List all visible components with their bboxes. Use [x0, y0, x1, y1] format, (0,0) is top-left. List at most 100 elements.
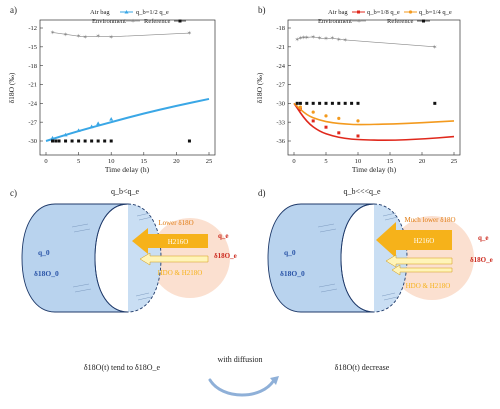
- environment-point: ✶: [295, 36, 300, 43]
- environment-point: ✶: [311, 34, 316, 41]
- air-bag-point: [311, 110, 315, 114]
- reference-point: [305, 101, 309, 105]
- environment-point: ✶: [76, 33, 81, 40]
- panel-d-air-bag-cylinder: [267, 203, 408, 313]
- environment-point: ✶: [330, 35, 335, 42]
- environment-point: ✶: [343, 37, 348, 44]
- y-tick-label: -21: [276, 44, 285, 51]
- diffusion-label: with diffusion: [218, 355, 263, 364]
- air-bag-point: [109, 117, 114, 121]
- panel-a-plot-frame: [39, 19, 216, 156]
- reference-point: [324, 101, 328, 105]
- reference-point: [433, 101, 437, 105]
- panel-a-y-ticks: -12 -15 -18 -21 -24 -27 -30: [28, 25, 43, 145]
- panel-b-legend-ref-marker: [422, 19, 425, 23]
- panel-c-hdo-arrow: [139, 252, 209, 266]
- environment-point: ✶: [96, 33, 101, 40]
- y-tick-label: -18: [28, 63, 37, 70]
- reference-point: [103, 139, 107, 143]
- reference-point: [343, 101, 347, 105]
- air-bag-point: [311, 119, 315, 123]
- panel-d-hdo-arrow-2: [391, 264, 453, 276]
- environment-point: ✶: [63, 31, 68, 38]
- panel-a-legend-qb: q_b=1/2 q_e: [136, 9, 169, 16]
- panel-a-legend-blue-marker: [124, 10, 129, 14]
- panel-a-legend-env-marker: ✶: [130, 18, 135, 25]
- environment-point: ✶: [83, 34, 88, 41]
- y-tick-label: -24: [276, 63, 285, 70]
- air-bag-point: [324, 114, 328, 118]
- environment-point: ✶: [187, 30, 192, 37]
- panel-b-legend-env-marker: ✶: [356, 18, 361, 25]
- x-tick-label: 0: [292, 158, 295, 165]
- reference-point: [356, 101, 360, 105]
- panel-b-legend-title: Air bag: [328, 9, 348, 16]
- panel-c-h2o-label: H216O: [168, 238, 189, 246]
- panel-a-legend-ref-marker: [178, 19, 182, 23]
- panel-b-legend-q2: q_b=1/4 q_e: [419, 9, 452, 16]
- panel-d-caption: δ18O(t) decrease: [335, 363, 390, 372]
- environment-point: ✶: [301, 34, 306, 41]
- panel-d-h2o-arrow: [376, 222, 452, 258]
- panel-c-de-label: δ18O_e: [214, 252, 237, 260]
- environment-point: ✶: [304, 34, 309, 41]
- air-bag-point: [96, 121, 101, 126]
- x-tick-label: 5: [77, 158, 80, 165]
- reference-point: [54, 139, 58, 143]
- reference-point: [311, 101, 315, 105]
- panel-a-legend-ref: Reference: [144, 18, 170, 25]
- reference-point: [350, 101, 354, 105]
- x-tick-label: 10: [108, 158, 115, 165]
- panel-a-chart: a) -12-15-18-21-24-27-30 0 5 10 15 20 25 ✶ ✶ ✶ ✶…: [7, 5, 216, 174]
- panel-c-qe-label: q_e: [218, 232, 229, 240]
- x-tick-label: 25: [451, 158, 458, 165]
- air-bag-point: [356, 119, 360, 123]
- panel-d-h2o-label: H216O: [414, 237, 435, 245]
- environment-point: ✶: [336, 36, 341, 43]
- y-tick-label: -36: [276, 138, 285, 145]
- panel-c-label: c): [10, 188, 17, 198]
- x-tick-label: 25: [206, 158, 213, 165]
- panel-c-title: q_b<q_e: [111, 187, 140, 196]
- environment-point: ✶: [317, 35, 322, 42]
- panel-a-data: ✶ ✶ ✶ ✶ ✶ ✶✶: [45, 29, 210, 143]
- reference-point: [64, 139, 68, 143]
- reference-point: [96, 139, 100, 143]
- x-tick-label: 20: [173, 158, 180, 165]
- y-tick-label: -18: [276, 25, 285, 32]
- panel-c-diagram: c) q_b<q_e q_0 δ18O_0 Lower δ18O: [10, 187, 237, 372]
- panel-b-legend-ref: Reference: [387, 18, 413, 25]
- reference-point: [187, 139, 191, 143]
- panel-b-legend-env: Environment: [318, 18, 352, 25]
- diffusion-arrow-head: [270, 376, 279, 385]
- y-tick-label: -30: [28, 138, 37, 145]
- environment-line: [52, 32, 190, 38]
- panel-b-label: b): [258, 5, 266, 15]
- panel-b-chart: b) -18-21-24-27-30-33-36 0 5 10 15 20 25 ✶✶✶✶…: [255, 5, 461, 174]
- panel-d-de-label: δ18O_e: [470, 256, 493, 264]
- panel-c-d0-label: δ18O_0: [34, 269, 59, 278]
- panel-a-legend-env: Environment: [92, 18, 126, 25]
- environment-point: ✶: [109, 34, 114, 41]
- x-tick-label: 15: [387, 158, 394, 165]
- reference-point: [337, 101, 341, 105]
- x-tick-label: 0: [44, 158, 47, 165]
- reference-point: [77, 139, 81, 143]
- panel-a-y-axis-label: δ18O (‰): [7, 72, 16, 103]
- reference-point: [51, 139, 55, 143]
- y-tick-label: -12: [28, 25, 37, 32]
- panel-d-lower-label: Much lower δ18O: [404, 216, 455, 224]
- reference-point: [295, 101, 299, 105]
- environment-line: [297, 36, 435, 48]
- air-bag-point: [324, 125, 328, 129]
- panel-b-x-ticks: 0 5 10 15 20 25: [292, 152, 457, 165]
- series-curve: [293, 102, 455, 141]
- panel-b-legend: Air bag q_b=1/8 q_e q_b=1/4 q_e Environm…: [318, 9, 452, 25]
- air-bag-point: [356, 134, 360, 138]
- panel-a-x-axis-label: Time delay (h): [105, 165, 150, 174]
- environment-point: ✶: [50, 29, 55, 36]
- y-tick-label: -27: [28, 119, 37, 126]
- panel-b-legend-red-marker: [357, 10, 360, 14]
- panel-d-d0-label: δ18O_0: [280, 269, 305, 278]
- series-curve: [45, 97, 210, 142]
